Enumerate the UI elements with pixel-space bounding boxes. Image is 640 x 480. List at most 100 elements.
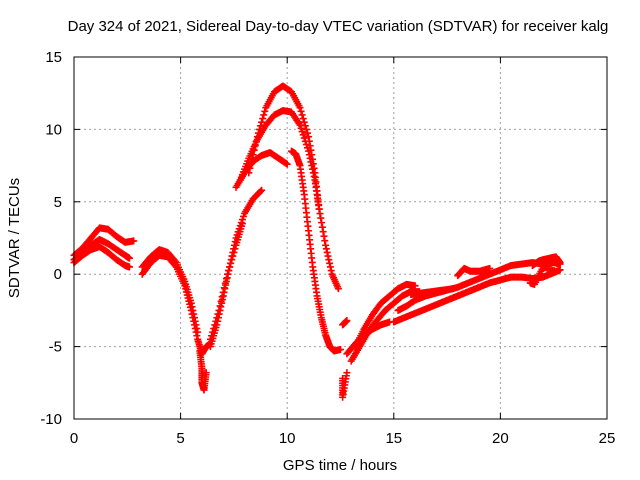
data-point [218,293,226,301]
data-point [299,115,307,123]
data-point [219,288,227,296]
data-point [343,317,351,325]
data-point [229,252,237,260]
series-track-6 [196,347,210,394]
data-point [556,259,564,267]
x-tick-label: 5 [176,430,184,447]
data-point [250,146,258,154]
x-tick-label: 15 [385,430,402,447]
data-point [221,279,229,287]
data-point [252,137,260,145]
y-tick-label: 0 [54,266,62,283]
data-point [213,314,221,322]
series-track-8 [206,220,246,343]
data-point [303,129,311,137]
data-point [261,107,269,115]
x-tick-label: 20 [492,430,509,447]
data-point [215,306,223,314]
x-axis-label: GPS time / hours [283,457,397,474]
series-track-22 [526,253,564,288]
data-point [283,160,291,168]
data-point [257,122,265,130]
data-point [253,133,261,141]
y-axis-label: SDTVAR / TECUs [6,178,23,298]
data-point [255,125,263,133]
data-point [334,285,342,293]
data-points [70,82,564,401]
series-track-14 [339,317,351,329]
data-point [212,317,220,325]
data-point [217,297,225,305]
data-point [300,118,308,126]
data-point [260,111,268,119]
data-point [246,164,254,172]
y-tick-label: -5 [49,339,62,356]
data-point [337,345,344,353]
data-point [227,259,235,267]
x-tick-label: 10 [279,430,296,447]
data-point [251,142,259,150]
data-point [552,267,560,275]
series-track-2 [70,224,138,259]
data-point [194,328,202,336]
data-point [209,328,217,336]
data-point [226,263,234,271]
x-tick-label: 0 [70,430,78,447]
data-point [257,187,265,195]
y-tick-label: 10 [45,121,62,138]
data-point [343,369,351,377]
data-point [301,122,309,130]
data-point [245,169,253,177]
data-point [125,254,133,262]
series-track-5 [138,246,202,336]
chart-title: Day 324 of 2021, Sidereal Day-to-day VTE… [68,18,609,35]
data-point [231,245,239,253]
tick-layer: 0 5 10 15 20 25 -10 -5 0 5 10 15 [40,49,615,447]
data-point [258,186,266,194]
data-point [486,264,494,272]
data-point [220,284,228,292]
data-point [258,118,266,126]
data-point [225,267,233,275]
data-point [210,325,218,332]
data-point [411,282,419,290]
data-point [206,335,214,343]
data-point [171,257,179,265]
series-track-3 [70,243,133,271]
data-point [238,220,246,228]
data-point [248,155,256,163]
grid-layer [74,57,607,419]
data-point [247,160,255,168]
data-point [298,111,306,119]
series-track-12 [287,147,344,355]
y-tick-label: 15 [45,49,62,66]
plot-frame [73,56,608,420]
data-point [224,270,232,278]
data-point [208,332,216,340]
data-point [249,151,257,159]
series-track-11 [245,82,323,213]
data-point [302,125,310,133]
data-point [202,369,210,377]
y-tick-label: 5 [54,194,62,211]
data-point [297,107,305,115]
data-point [449,285,457,293]
y-tick-label: -10 [40,411,62,428]
data-point [254,129,262,137]
data-point [216,302,224,310]
data-point [300,134,308,142]
x-tick-label: 25 [599,430,616,447]
series-track-17 [351,280,419,351]
data-point [298,128,306,136]
data-point [299,131,307,139]
series-track-20 [407,285,457,298]
data-point [259,115,267,123]
data-point [228,256,236,264]
data-point [130,237,138,245]
data-point [297,124,305,132]
data-point [315,205,323,213]
data-point [211,321,219,329]
data-point [125,263,133,271]
data-point [230,248,238,256]
